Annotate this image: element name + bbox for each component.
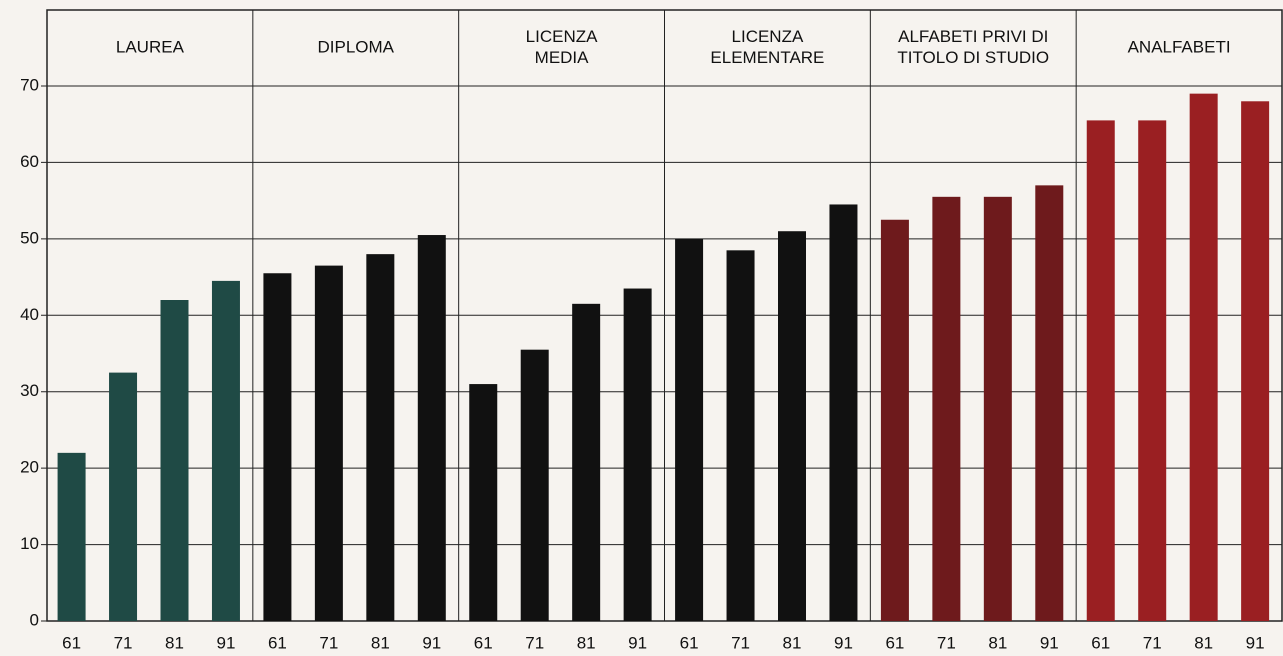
x-tick-label: 91 [1040,633,1059,652]
bar [932,196,961,622]
bar [366,254,395,621]
y-tick-label: 20 [20,458,39,477]
x-tick-label: 71 [114,633,133,652]
y-tick-label: 70 [20,75,39,94]
bar [263,273,292,621]
x-tick-label: 61 [62,633,81,652]
group-label: LICENZA [732,27,804,46]
bar [623,288,652,621]
bar [778,231,806,621]
x-tick-label: 61 [1091,633,1110,652]
x-tick-label: 81 [165,633,184,652]
bar [469,384,498,621]
x-tick-label: 61 [268,633,287,652]
x-tick-label: 81 [371,633,390,652]
bar [417,235,446,622]
bar [1138,120,1167,622]
bar [880,219,909,621]
bar [1241,101,1270,622]
bar [829,204,858,621]
bar [211,280,240,621]
y-tick-label: 40 [20,305,39,324]
x-tick-label: 81 [1194,633,1213,652]
bar [1189,93,1218,621]
x-tick-label: 91 [834,633,853,652]
x-tick-label: 61 [680,633,699,652]
bar [572,303,601,621]
x-tick-label: 61 [885,633,904,652]
x-tick-label: 71 [1143,633,1162,652]
x-tick-label: 91 [628,633,647,652]
x-tick-label: 81 [577,633,596,652]
group-label: MEDIA [535,48,590,67]
bar [57,452,86,621]
bar [726,250,755,622]
bar [983,196,1012,622]
bar [675,238,704,621]
group-label: ELEMENTARE [710,48,824,67]
group-label: LAUREA [116,37,185,56]
x-tick-label: 71 [937,633,956,652]
x-tick-label: 91 [422,633,441,652]
x-tick-label: 81 [988,633,1007,652]
x-tick-label: 71 [731,633,750,652]
group-label: LICENZA [526,27,598,46]
y-tick-label: 30 [20,381,39,400]
y-tick-label: 60 [20,152,39,171]
bar [1086,120,1115,622]
bar [1035,185,1064,621]
bar [314,265,343,621]
group-label: ANALFABETI [1128,37,1231,56]
x-tick-label: 91 [1246,633,1265,652]
x-tick-label: 71 [319,633,338,652]
group-label: DIPLOMA [317,37,394,56]
x-tick-label: 81 [783,633,802,652]
bar [109,372,138,621]
bar [160,300,189,621]
group-label: TITOLO DI STUDIO [897,48,1049,67]
x-tick-label: 91 [216,633,235,652]
y-tick-label: 0 [30,610,39,629]
bar [520,349,549,621]
x-tick-label: 61 [474,633,493,652]
y-tick-label: 50 [20,228,39,247]
y-tick-label: 10 [20,534,39,553]
group-label: ALFABETI PRIVI DI [898,27,1048,46]
x-tick-label: 71 [525,633,544,652]
